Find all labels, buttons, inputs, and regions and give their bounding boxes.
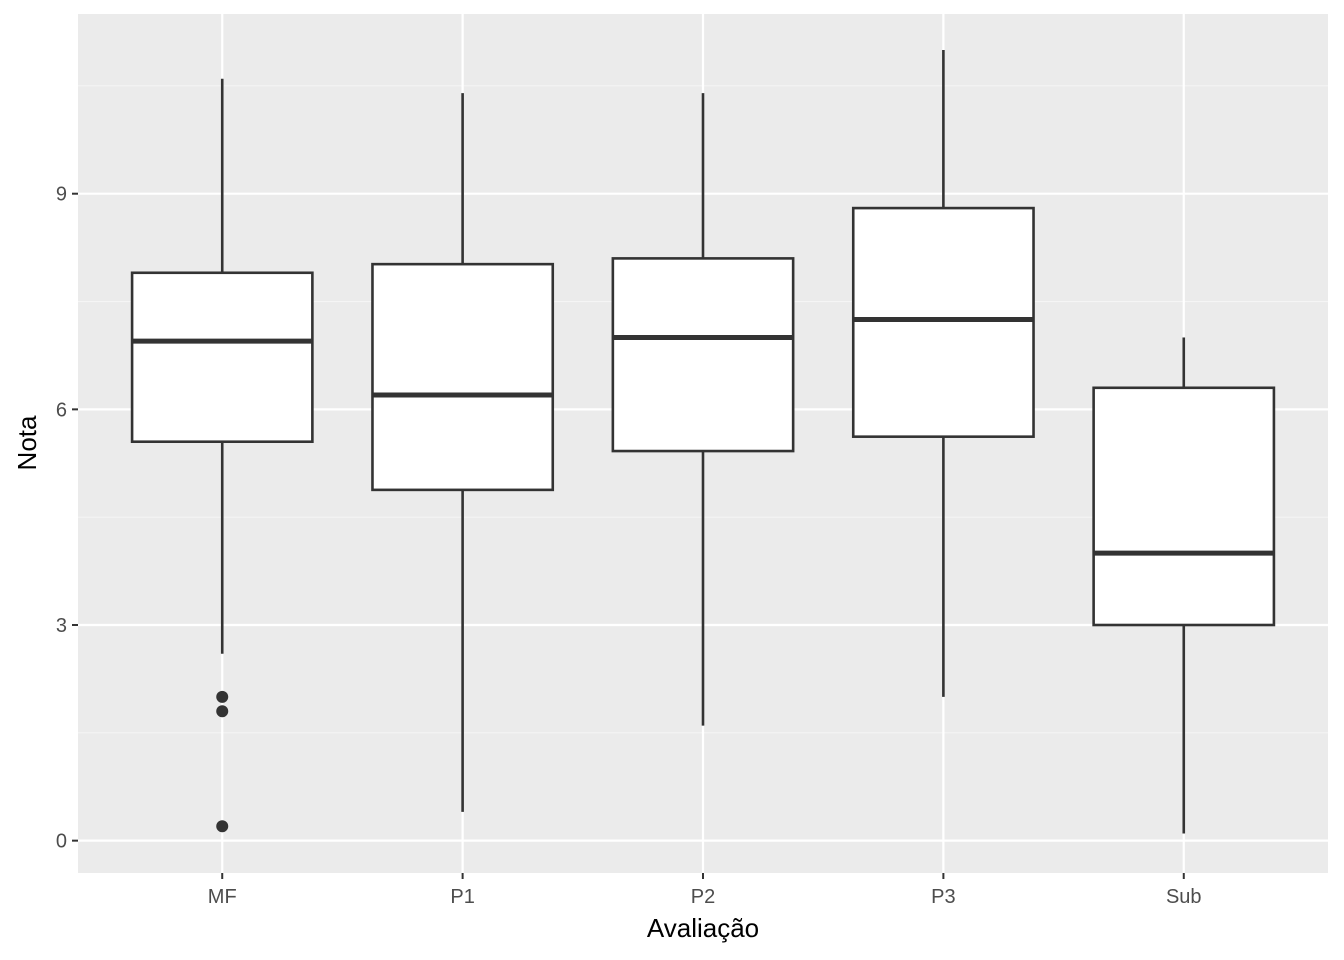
x-tick-label: P3 <box>931 886 955 908</box>
box-iqr <box>611 257 795 453</box>
box-p1 <box>371 93 555 812</box>
outlier-point <box>216 705 229 718</box>
y-tick-label: 3 <box>56 615 67 637</box>
box-iqr <box>371 262 555 492</box>
y-tick-label: 0 <box>56 831 67 853</box>
x-tick-label: Sub <box>1166 886 1202 908</box>
box-series <box>130 49 1276 834</box>
y-axis-title: Nota <box>12 415 42 470</box>
y-tick-label: 6 <box>56 399 67 421</box>
box-p3 <box>851 49 1035 697</box>
x-tick-label: P1 <box>450 886 474 908</box>
box-p2 <box>611 93 795 726</box>
x-axis-title: Avaliação <box>647 913 759 943</box>
outlier-point <box>216 690 229 703</box>
y-axis: 0 3 6 9 <box>56 184 78 853</box>
x-tick-label: MF <box>208 886 237 908</box>
box-mf <box>130 78 314 833</box>
box-iqr <box>1092 386 1276 627</box>
x-tick-label: P2 <box>691 886 715 908</box>
box-iqr <box>851 206 1035 438</box>
x-axis: MF P1 P2 P3 Sub <box>208 873 1202 908</box>
y-tick-label: 9 <box>56 184 67 206</box>
outlier-point <box>216 820 229 833</box>
box-sub <box>1092 337 1276 834</box>
box-iqr <box>130 271 314 444</box>
